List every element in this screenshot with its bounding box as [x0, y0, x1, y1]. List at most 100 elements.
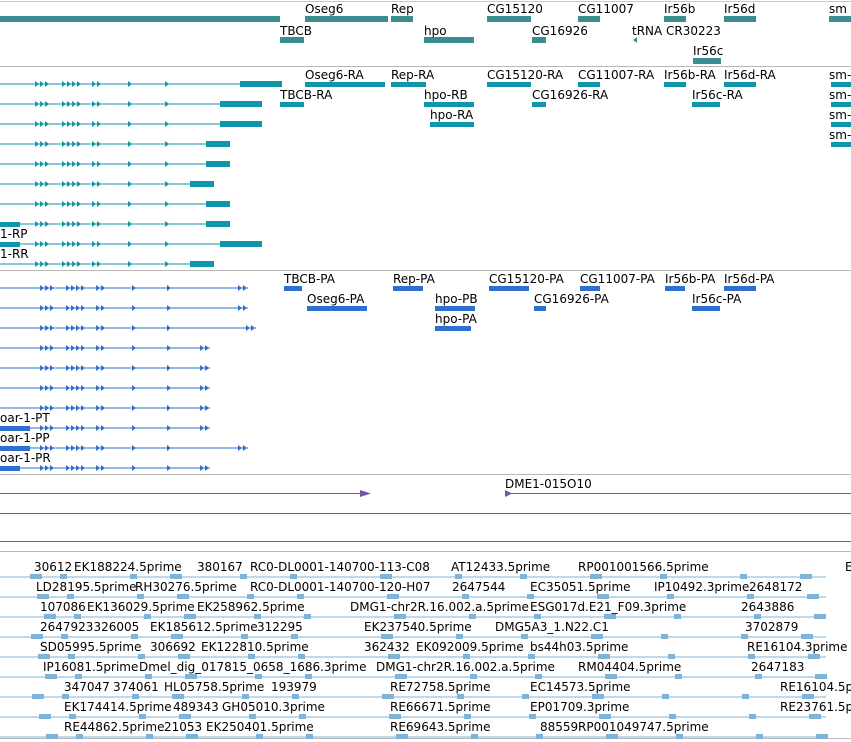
- protein-strand-arrow[interactable]: [45, 465, 49, 471]
- est-feature[interactable]: [37, 594, 49, 599]
- est-feature[interactable]: [186, 734, 198, 739]
- protein-strand-arrow[interactable]: [132, 345, 136, 351]
- protein-strand-arrow[interactable]: [101, 385, 105, 391]
- mrna-exon-block[interactable]: [220, 241, 262, 247]
- est-feature[interactable]: [132, 694, 139, 699]
- est-feature[interactable]: [463, 654, 470, 659]
- protein-strand-arrow[interactable]: [40, 305, 44, 311]
- protein-strand-arrow[interactable]: [238, 285, 242, 291]
- protein-strand-arrow[interactable]: [76, 305, 80, 311]
- mrna-strand-arrow[interactable]: [72, 201, 76, 207]
- mrna-strand-arrow[interactable]: [92, 201, 96, 207]
- protein-strand-arrow[interactable]: [101, 325, 105, 331]
- mrna-strand-arrow[interactable]: [128, 241, 132, 247]
- mrna-strand-arrow[interactable]: [40, 201, 44, 207]
- protein-strand-arrow[interactable]: [238, 445, 242, 451]
- protein-strand-arrow[interactable]: [45, 445, 49, 451]
- mrna-strand-arrow[interactable]: [35, 161, 39, 167]
- est-feature[interactable]: [676, 734, 683, 739]
- protein-strand-arrow[interactable]: [76, 285, 80, 291]
- est-feature[interactable]: [30, 574, 42, 579]
- mrna-strand-arrow[interactable]: [45, 181, 49, 187]
- mrna-strand-arrow[interactable]: [35, 261, 39, 267]
- est-feature[interactable]: [131, 634, 138, 639]
- est-feature[interactable]: [755, 674, 762, 679]
- est-feature[interactable]: [395, 674, 407, 679]
- mrna-strand-arrow[interactable]: [128, 261, 132, 267]
- mrna-exon-block[interactable]: [206, 161, 230, 167]
- mrna-strand-arrow[interactable]: [62, 101, 66, 107]
- mrna-strand-arrow[interactable]: [67, 241, 71, 247]
- gene-feature[interactable]: [664, 16, 686, 22]
- gene-feature[interactable]: [280, 37, 304, 43]
- mrna-strand-arrow[interactable]: [40, 81, 44, 87]
- est-feature[interactable]: [248, 654, 255, 659]
- protein-strand-arrow[interactable]: [50, 345, 54, 351]
- protein-strand-arrow[interactable]: [167, 285, 171, 291]
- protein-strand-arrow[interactable]: [200, 365, 204, 371]
- mrna-strand-arrow[interactable]: [72, 241, 76, 247]
- mrna-feature[interactable]: [831, 102, 851, 107]
- est-feature[interactable]: [464, 714, 471, 719]
- mrna-feature[interactable]: [831, 142, 851, 147]
- protein-strand-arrow[interactable]: [81, 385, 85, 391]
- mrna-strand-arrow[interactable]: [72, 181, 76, 187]
- protein-strand-arrow[interactable]: [50, 285, 54, 291]
- est-feature[interactable]: [535, 674, 542, 679]
- est-feature[interactable]: [667, 594, 674, 599]
- mrna-strand-arrow[interactable]: [72, 121, 76, 127]
- protein-strand-arrow[interactable]: [132, 405, 136, 411]
- protein-strand-arrow[interactable]: [205, 365, 209, 371]
- protein-strand-arrow[interactable]: [76, 385, 80, 391]
- protein-strand-arrow[interactable]: [132, 425, 136, 431]
- est-feature[interactable]: [592, 694, 604, 699]
- est-feature[interactable]: [304, 614, 311, 619]
- est-feature[interactable]: [590, 574, 602, 579]
- mrna-strand-arrow[interactable]: [45, 121, 49, 127]
- protein-feature[interactable]: [393, 286, 423, 291]
- protein-feature[interactable]: [724, 286, 756, 291]
- protein-strand-arrow[interactable]: [132, 285, 136, 291]
- est-feature[interactable]: [674, 614, 681, 619]
- mrna-strand-arrow[interactable]: [165, 81, 169, 87]
- protein-strand-arrow[interactable]: [167, 425, 171, 431]
- est-feature[interactable]: [455, 574, 462, 579]
- protein-feature[interactable]: [0, 446, 30, 451]
- est-feature[interactable]: [669, 714, 676, 719]
- protein-strand-arrow[interactable]: [45, 385, 49, 391]
- mrna-strand-arrow[interactable]: [97, 81, 101, 87]
- est-feature[interactable]: [179, 714, 191, 719]
- protein-strand-arrow[interactable]: [71, 445, 75, 451]
- protein-strand-arrow[interactable]: [101, 345, 105, 351]
- est-feature[interactable]: [46, 734, 58, 739]
- gene-feature[interactable]: [633, 37, 637, 43]
- mrna-strand-arrow[interactable]: [35, 141, 39, 147]
- est-feature[interactable]: [471, 734, 478, 739]
- mrna-strand-arrow[interactable]: [92, 221, 96, 227]
- est-feature[interactable]: [815, 674, 827, 679]
- est-feature[interactable]: [306, 734, 313, 739]
- protein-strand-arrow[interactable]: [45, 285, 49, 291]
- mrna-strand-arrow[interactable]: [128, 181, 132, 187]
- est-feature[interactable]: [255, 674, 262, 679]
- mrna-feature[interactable]: [532, 102, 546, 107]
- protein-strand-arrow[interactable]: [243, 285, 247, 291]
- mrna-strand-arrow[interactable]: [45, 101, 49, 107]
- protein-strand-arrow[interactable]: [96, 285, 100, 291]
- est-feature[interactable]: [396, 734, 408, 739]
- est-feature[interactable]: [534, 614, 541, 619]
- protein-strand-arrow[interactable]: [246, 325, 250, 331]
- est-feature[interactable]: [741, 634, 748, 639]
- protein-strand-arrow[interactable]: [81, 365, 85, 371]
- protein-strand-arrow[interactable]: [76, 325, 80, 331]
- est-feature[interactable]: [660, 574, 667, 579]
- mrna-strand-arrow[interactable]: [77, 161, 81, 167]
- mrna-strand-arrow[interactable]: [92, 141, 96, 147]
- mrna-strand-arrow[interactable]: [97, 221, 101, 227]
- mrna-feature[interactable]: [391, 82, 426, 87]
- protein-strand-arrow[interactable]: [81, 465, 85, 471]
- mrna-strand-arrow[interactable]: [35, 121, 39, 127]
- mrna-feature[interactable]: [280, 102, 304, 107]
- mrna-strand-arrow[interactable]: [45, 201, 49, 207]
